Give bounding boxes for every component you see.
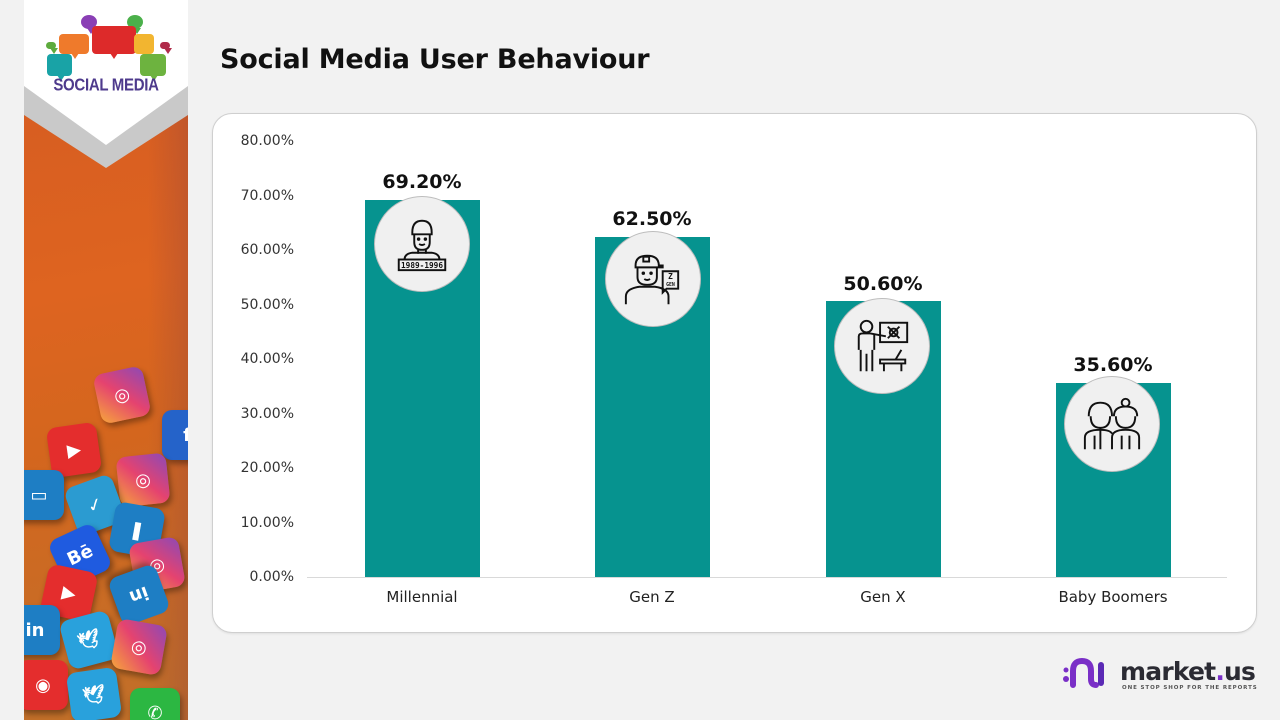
mail-bubble-icon xyxy=(59,34,89,59)
phone-bubble-icon xyxy=(134,34,154,59)
bar-value-label: 50.60% xyxy=(843,273,923,295)
market-us-brand: market.us ONE STOP SHOP FOR THE REPORTS xyxy=(1060,655,1260,695)
people-bubble-icon xyxy=(92,26,136,59)
bar-value-label: 62.50% xyxy=(612,208,692,230)
x-axis-line xyxy=(307,577,1227,578)
small-bubble-icon xyxy=(160,42,172,54)
social-icons-collage: ◎ f ▶ ◎ ▭ ✓ ❚ Bē ◎ ▶ in in 🕊 ◎ ◉ 🕊 ✆ xyxy=(24,360,188,720)
chat-bubble-icon xyxy=(81,15,97,34)
pinterest-icon: ◉ xyxy=(24,660,68,710)
x-label: Gen Z xyxy=(629,588,675,606)
x-label: Gen X xyxy=(860,588,906,606)
svg-text:GEN: GEN xyxy=(666,282,675,288)
svg-text:Z: Z xyxy=(668,272,673,281)
y-tick: 50.00% xyxy=(240,296,294,313)
market-us-logo-icon xyxy=(1063,657,1104,688)
bar-value-label: 35.60% xyxy=(1073,354,1153,376)
y-tick: 30.00% xyxy=(240,405,294,422)
logo-text: SOCIAL MEDIA xyxy=(53,75,159,96)
social-media-logo xyxy=(24,8,188,98)
brand-tagline: ONE STOP SHOP FOR THE REPORTS xyxy=(1122,685,1258,691)
instagram-icon: ◎ xyxy=(110,618,168,676)
chat-bubble-icon xyxy=(127,15,143,34)
twitter-icon: 🕊 xyxy=(58,609,120,671)
brand-name: market.us xyxy=(1120,657,1256,686)
instagram-icon: ◎ xyxy=(115,452,171,508)
instagram-icon: ◎ xyxy=(92,365,152,425)
y-tick: 0.00% xyxy=(249,569,294,585)
messenger-icon: ▭ xyxy=(24,470,64,520)
page-title: Social Media User Behaviour xyxy=(220,44,650,75)
svg-text:1989-1996: 1989-1996 xyxy=(401,261,443,270)
y-tick: 20.00% xyxy=(240,460,294,476)
small-bubble-icon xyxy=(46,42,58,54)
y-tick: 80.00% xyxy=(240,133,294,149)
y-tick: 40.00% xyxy=(240,351,294,367)
baby-boomers-couple-icon xyxy=(1064,376,1160,472)
twitter-icon: 🕊 xyxy=(65,666,123,720)
gen-x-presenter-icon xyxy=(834,298,930,394)
x-label: Millennial xyxy=(386,588,458,606)
globe-bubble-icon xyxy=(140,54,166,81)
y-tick: 60.00% xyxy=(240,242,294,258)
sidebar-banner: SOCIAL MEDIA ◎ f ▶ ◎ ▭ ✓ ❚ Bē ◎ ▶ in in … xyxy=(24,0,188,720)
facebook-icon: f xyxy=(162,410,188,460)
linkedin-icon: in xyxy=(24,605,60,655)
y-tick: 70.00% xyxy=(240,187,294,204)
whatsapp-icon: ✆ xyxy=(130,688,180,720)
millennial-person-1989-1996-icon: 1989-1996 xyxy=(374,196,470,292)
gen-z-person-icon: Z GEN xyxy=(605,231,701,327)
bar-value-label: 69.20% xyxy=(382,171,462,193)
mobile-bubble-icon xyxy=(47,54,72,81)
x-label: Baby Boomers xyxy=(1058,588,1168,606)
y-tick: 10.00% xyxy=(240,514,294,531)
